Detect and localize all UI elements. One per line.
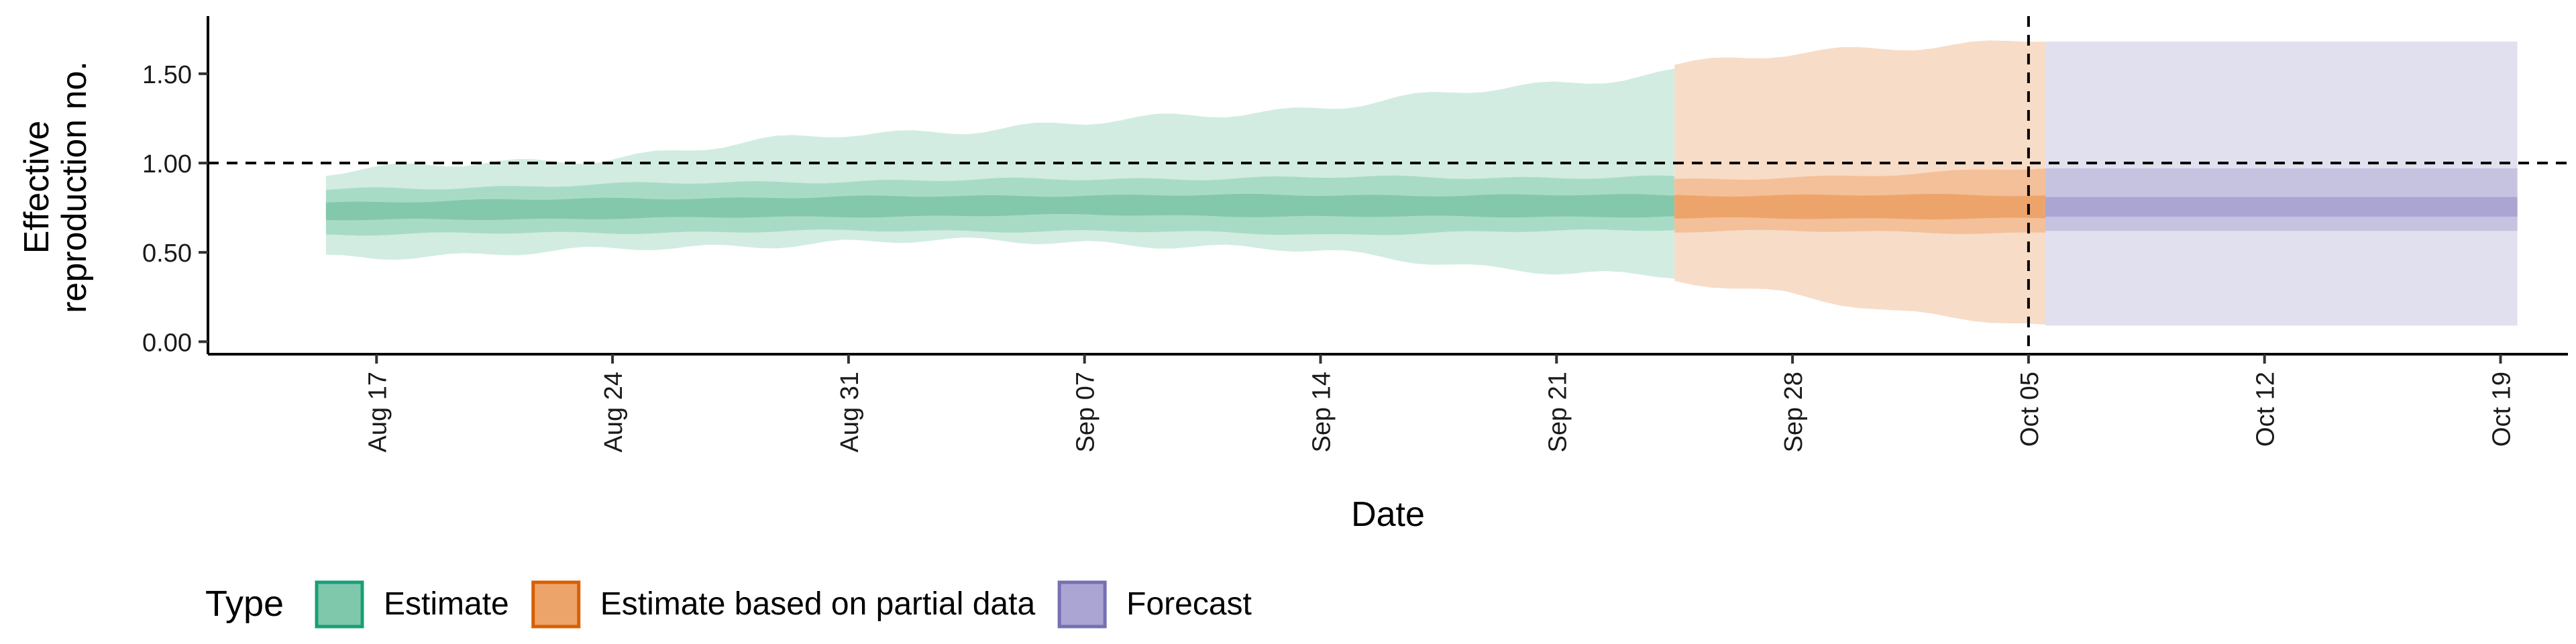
x-tick-label: Oct 05: [2016, 372, 2044, 447]
legend-swatch-estimate-based-on-partial-data: [531, 580, 581, 629]
legend-title: Type: [205, 584, 284, 624]
legend-label-forecast: Forecast: [1126, 586, 1252, 622]
estimate-ribbon-20: [325, 193, 1675, 221]
x-tick-label: Aug 17: [364, 372, 392, 452]
y-axis-ticks: 0.00 0.50 1.00 1.50: [142, 61, 208, 357]
legend-label-estimate: Estimate: [384, 586, 509, 622]
x-axis-title: Date: [1351, 495, 1425, 534]
ribbon-layer: [325, 40, 2518, 326]
x-tick-label: Oct 12: [2252, 372, 2280, 447]
y-tick-label: 1.50: [142, 61, 192, 89]
x-tick-label: Aug 31: [836, 372, 864, 452]
x-tick-label: Sep 28: [1780, 372, 1808, 452]
x-axis-ticks: Aug 17 Aug 24 Aug 31 Sep 07 Sep 14 Sep 21 Sep …: [364, 354, 2516, 452]
x-tick-label: Sep 14: [1307, 372, 1336, 452]
legend-swatch-estimate: [315, 580, 364, 629]
legend: Type Estimate Estimate based on partial d…: [205, 580, 1252, 629]
estimate-ribbon-90: [325, 68, 1675, 279]
forecast-ribbon-20: [2045, 197, 2518, 217]
y-tick-label: 0.00: [142, 329, 192, 357]
estimate-based-on-partial-data-ribbon-20: [1674, 194, 2045, 220]
y-tick-label: 0.50: [142, 239, 192, 268]
x-tick-label: Oct 19: [2487, 372, 2516, 447]
x-tick-label: Aug 24: [600, 372, 628, 452]
x-tick-label: Sep 21: [1544, 372, 1572, 452]
legend-swatch-forecast: [1057, 580, 1107, 629]
x-tick-label: Sep 07: [1072, 372, 1100, 452]
reference-lines: [208, 16, 2568, 354]
legend-label-estimate-based-on-partial-data: Estimate based on partial data: [600, 586, 1036, 622]
y-tick-label: 1.00: [142, 150, 192, 178]
y-axis-title-line-2: reproduction no.: [55, 61, 94, 313]
y-axis-title-line-1: Effective: [17, 121, 56, 254]
